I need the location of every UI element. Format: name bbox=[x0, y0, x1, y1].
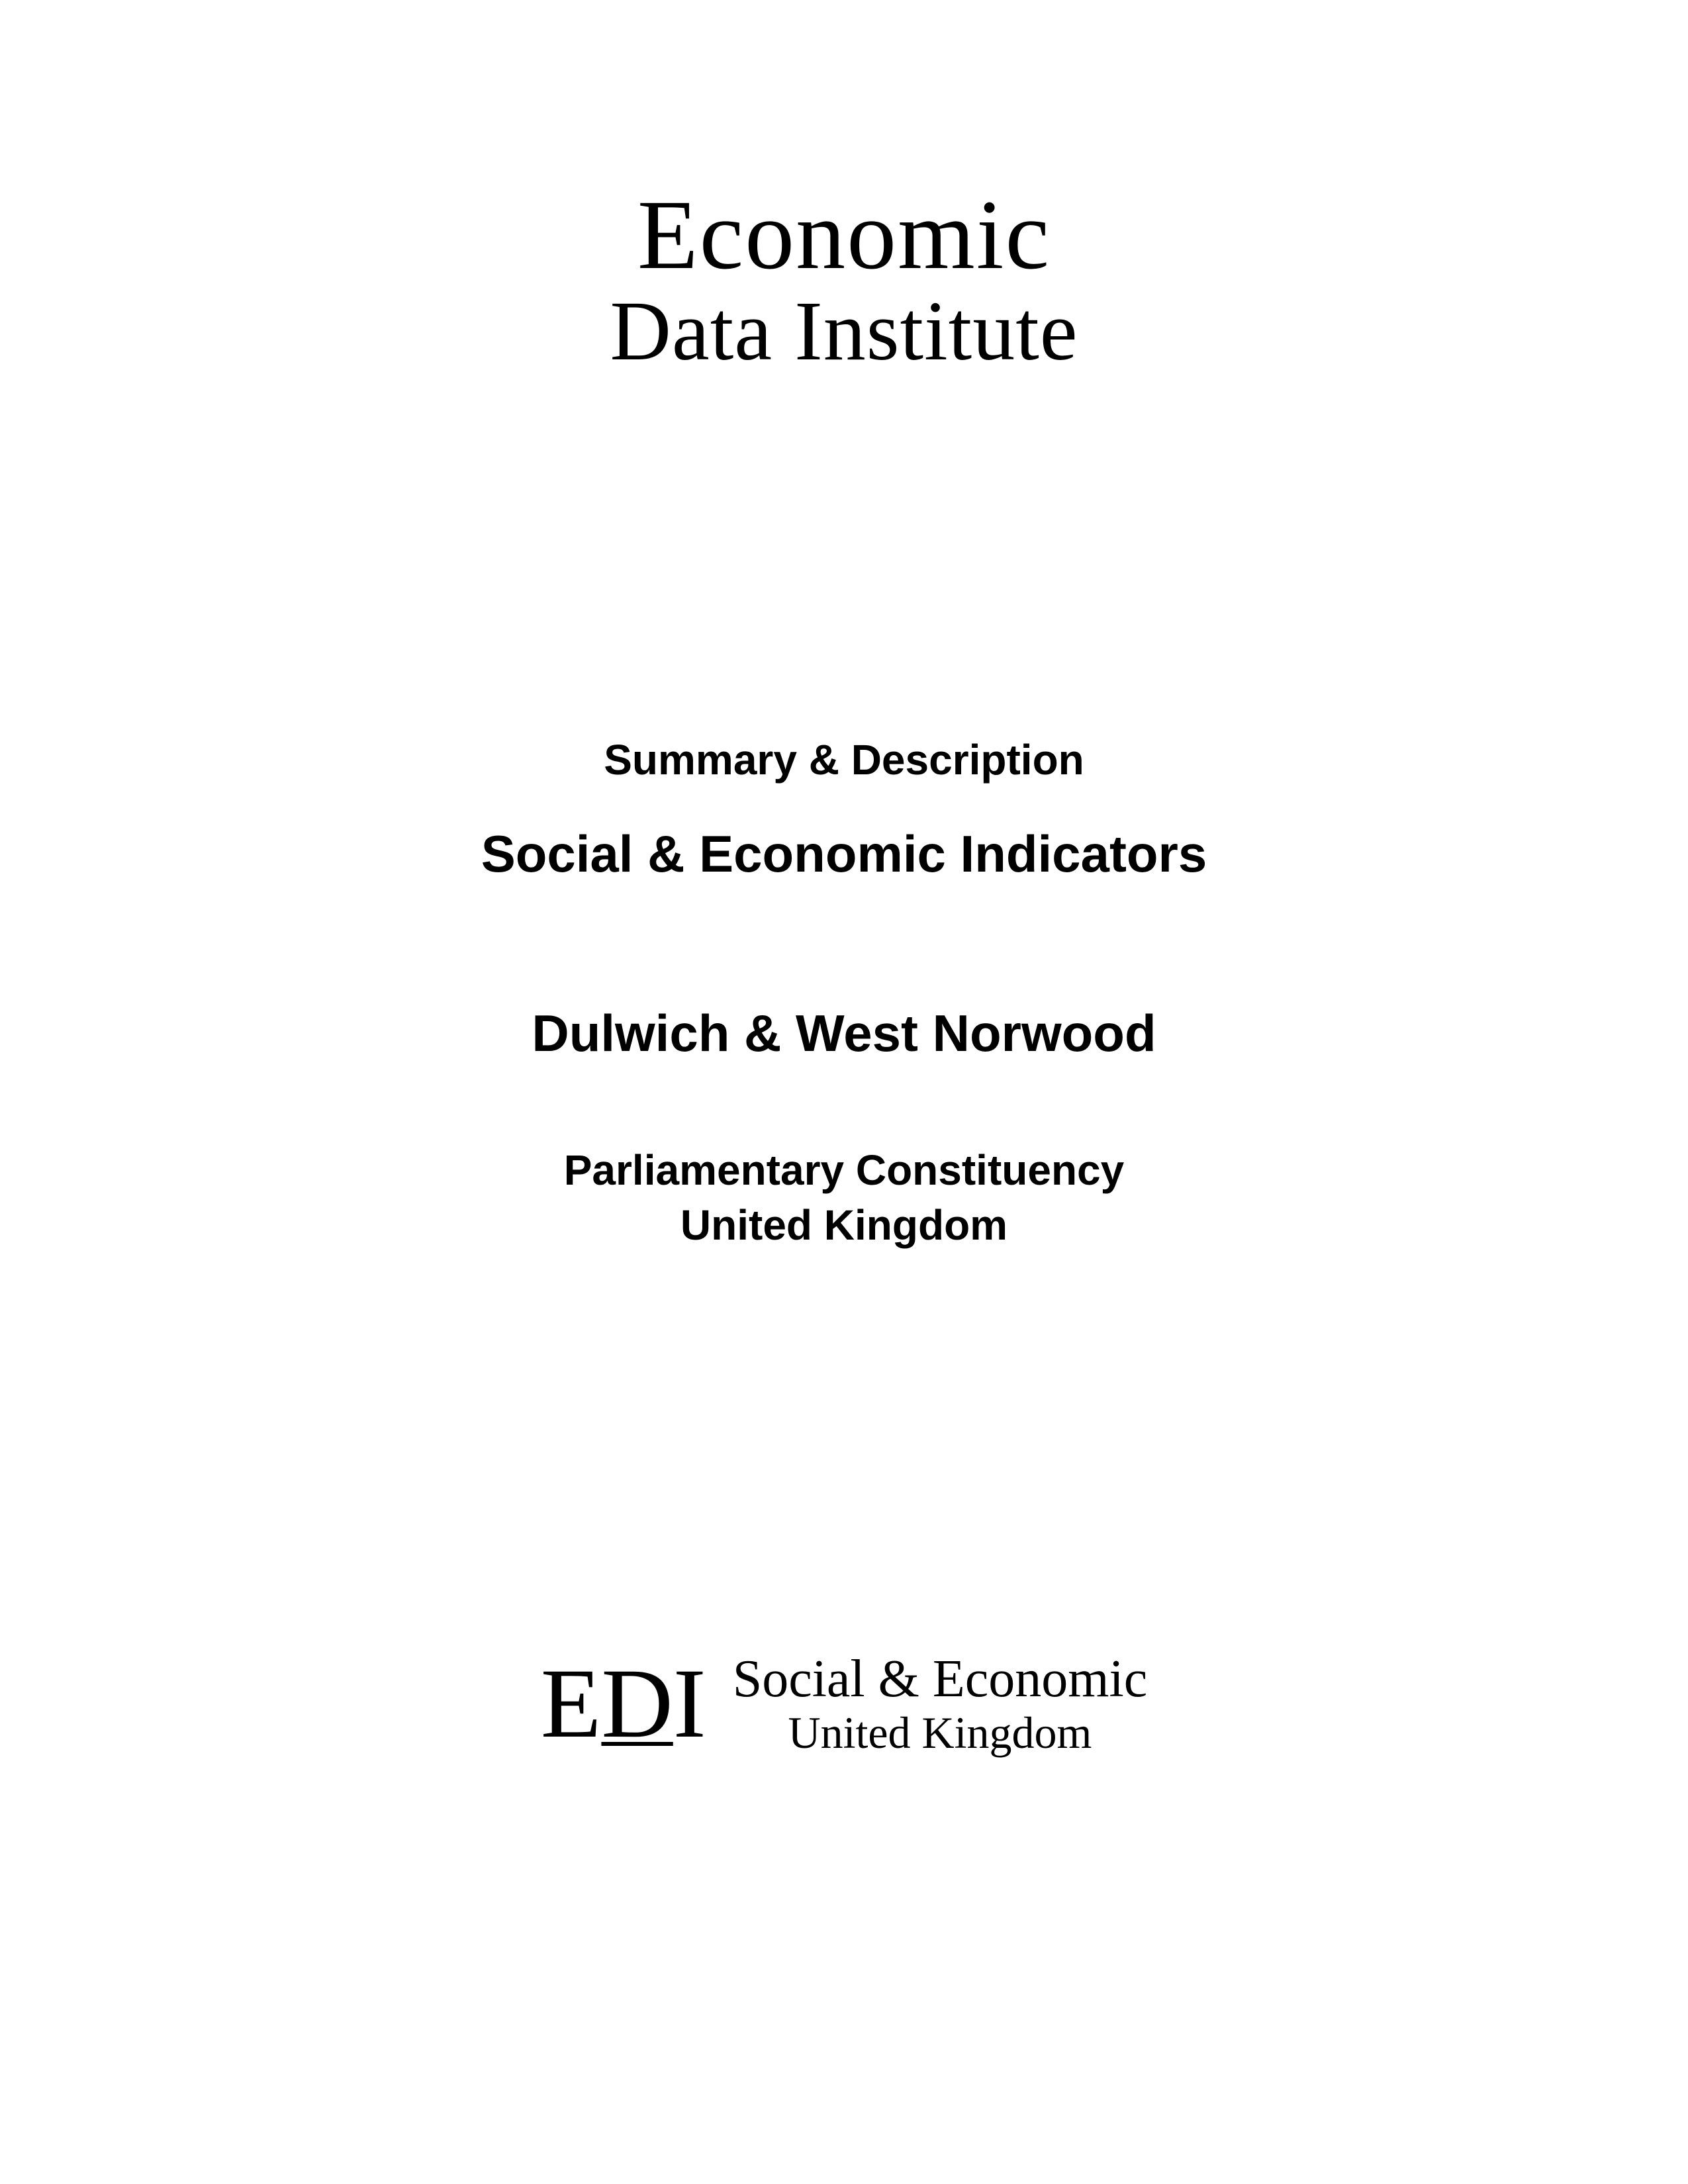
logo-bottom-line2: United Kingdom bbox=[788, 1708, 1092, 1758]
logo-bottom: EDI Social & Economic United Kingdom bbox=[541, 1647, 1147, 1760]
logo-letter-e: E bbox=[541, 1647, 602, 1760]
summary-description: Summary & Description bbox=[481, 735, 1207, 784]
country-name: United Kingdom bbox=[481, 1198, 1207, 1253]
document-page: Economic Data Institute Summary & Descri… bbox=[0, 0, 1688, 2184]
logo-top-line2: Data Institute bbox=[610, 285, 1078, 378]
logo-top-line1: Economic bbox=[610, 185, 1078, 285]
parliamentary-constituency: Parliamentary Constituency bbox=[481, 1143, 1207, 1198]
logo-bottom-line1: Social & Economic bbox=[733, 1650, 1148, 1708]
logo-letter-i: I bbox=[673, 1647, 706, 1760]
logo-bottom-text: Social & Economic United Kingdom bbox=[733, 1650, 1148, 1758]
logo-letter-d: D bbox=[601, 1647, 673, 1760]
logo-top: Economic Data Institute bbox=[610, 185, 1078, 378]
content-block: Summary & Description Social & Economic … bbox=[481, 735, 1207, 1253]
constituency-name: Dulwich & West Norwood bbox=[481, 1003, 1207, 1064]
social-economic-indicators: Social & Economic Indicators bbox=[481, 824, 1207, 884]
logo-bottom-abbr: EDI bbox=[541, 1647, 706, 1760]
